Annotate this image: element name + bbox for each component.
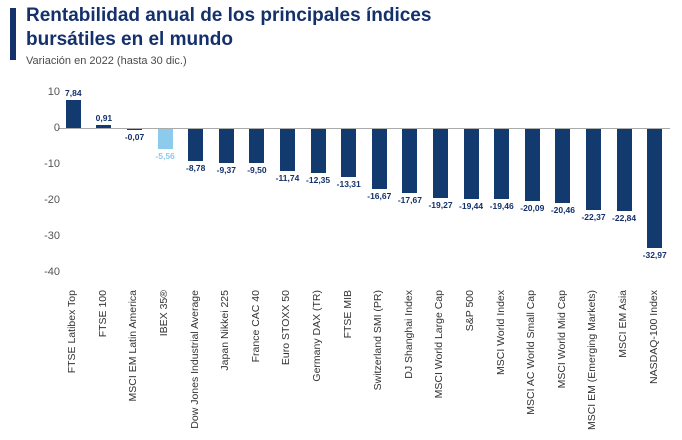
x-label-cell: MSCI EM Asia [609,288,640,436]
bar-value-label: -20,46 [550,204,575,215]
bar [371,129,387,189]
x-label-cell: Japan Nikkei 225 [211,288,242,436]
bar [494,129,510,200]
plot-area: 7,84 0,91 -0,07 -5,56 -8,78 -9,37 -9,50 -11,74-… [58,88,670,282]
x-label-cell: DJ Shanghai Index [395,288,426,436]
bar-highlight [157,129,173,150]
x-label-cell: MSCI EM Latin America [119,288,150,436]
x-category-label: FTSE MIB [341,290,354,339]
bar [249,129,265,164]
x-label-cell: MSCI AC World Small Cap [517,288,548,436]
bar-value-label: -8,78 [186,162,206,173]
x-category-label: FTSE 100 [96,290,109,338]
bar [402,129,418,193]
chart-header: Rentabilidad anual de los principales ín… [26,4,496,67]
x-label-cell: MSCI EM (Emerging Markets) [578,288,609,436]
x-category-label: Euro STOXX 50 [280,290,293,366]
x-label-cell: NASDAQ-100 Index [639,288,670,436]
bar-value-label: -17,67 [397,194,422,205]
y-tick-label: 10 [47,86,60,98]
bar [341,129,357,177]
bar-value-label: -5,56 [155,151,175,162]
bar-value-label: -22,37 [581,211,606,222]
chart-title: Rentabilidad anual de los principales ín… [26,5,432,50]
x-category-label: Japan Nikkei 225 [219,290,232,371]
x-category-label: MSCI EM Latin America [127,290,140,402]
x-category-label: Dow Jones Industrial Average [188,290,201,429]
bar [188,129,204,161]
x-label-cell: Dow Jones Industrial Average [180,288,211,436]
bar-value-label: -19,46 [489,201,514,212]
x-category-label: MSCI World Mid Cap [555,290,568,389]
x-category-label: S&P 500 [464,290,477,332]
bar-value-label: -9,37 [216,164,236,175]
x-category-label: MSCI World Large Cap [433,290,446,399]
x-label-cell: FTSE Latibex Top [58,288,89,436]
x-category-label: DJ Shanghai Index [402,290,415,379]
zero-axis-line [58,128,670,129]
x-label-cell: MSCI World Mid Cap [548,288,579,436]
bar [524,129,540,202]
bar-value-label: 7,84 [65,87,82,98]
x-category-label: MSCI AC World Small Cap [525,290,538,415]
bar [96,124,112,128]
bar-value-label: -13,31 [336,178,361,189]
x-category-label: Switzerland SMI (PR) [372,290,385,391]
bar-value-label: 0,91 [95,112,113,123]
x-category-label: Germany DAX (TR) [311,290,324,382]
bar [127,129,142,130]
bar [280,129,295,172]
x-label-cell: Switzerland SMI (PR) [364,288,395,436]
bar-value-label: -19,27 [428,200,453,211]
x-label-cell: FTSE MIB [333,288,364,436]
bar [218,129,234,163]
y-tick-label: -20 [44,194,60,206]
bar [433,129,448,199]
bar-value-label: -9,50 [247,165,267,176]
x-label-cell: Germany DAX (TR) [303,288,334,436]
title-accent-bar [10,8,16,60]
y-tick-label: -40 [44,266,60,278]
x-category-label: MSCI EM Asia [617,290,630,358]
bar-chart: 7,84 0,91 -0,07 -5,56 -8,78 -9,37 -9,50 -11,74-… [0,86,682,437]
bar [65,99,81,128]
bar-value-label: -0,07 [124,132,145,142]
bar-value-label: -32,97 [642,249,667,260]
x-category-label: MSCI World Index [494,290,507,375]
x-label-cell: Euro STOXX 50 [272,288,303,436]
bar [310,129,326,174]
bar [586,129,601,210]
x-label-cell: France CAC 40 [242,288,273,436]
y-tick-label: -10 [44,158,60,170]
y-tick-label: 0 [53,122,60,134]
bar [463,129,479,199]
x-category-label: MSCI EM (Emerging Markets) [586,290,599,431]
x-category-label: France CAC 40 [249,290,262,363]
bar-value-label: -12,35 [306,175,331,186]
bar-value-label: -19,44 [459,200,484,211]
x-category-label: IBEX 35® [158,290,171,337]
bar [616,129,632,212]
bar [647,129,663,248]
bar-value-label: -11,74 [275,173,300,184]
bar [555,129,571,203]
x-label-cell: FTSE 100 [89,288,120,436]
x-label-cell: MSCI World Index [486,288,517,436]
x-label-cell: S&P 500 [456,288,487,436]
x-category-label: FTSE Latibex Top [66,290,79,374]
bar-value-label: -20,09 [520,203,545,214]
x-category-label: NASDAQ-100 Index [647,290,660,384]
y-tick-label: -30 [44,230,60,242]
chart-subtitle: Variación en 2022 (hasta 30 dic.) [26,54,187,67]
x-label-cell: MSCI World Large Cap [425,288,456,436]
bar-value-label: -22,84 [612,213,637,224]
x-label-cell: IBEX 35® [150,288,181,436]
bar-value-label: -16,67 [367,191,392,201]
x-axis-labels: FTSE Latibex Top FTSE 100 MSCI EM Latin Am… [58,288,670,436]
